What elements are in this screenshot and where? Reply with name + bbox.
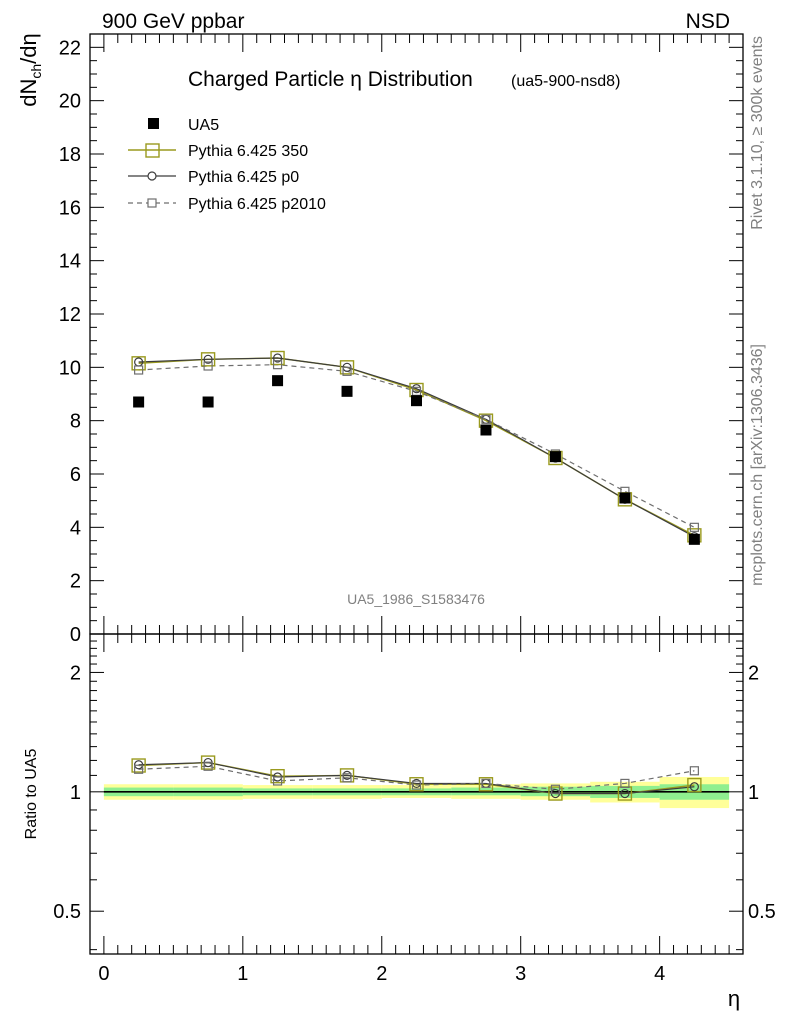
main-y-tick-label: 8	[70, 411, 81, 433]
main-y-tick-label: 2	[70, 571, 81, 593]
ratio-y-tick-label-right: 1	[748, 782, 759, 804]
main-plot-panel: 0 2 4 6 8 10 12 14 16 18 20 22 dNch/dη Charged Part…	[16, 33, 744, 646]
main-point-p2010	[134, 365, 144, 375]
main-point-pythia350	[270, 350, 285, 366]
main-point-ua5	[480, 424, 492, 436]
main-point-p0	[203, 354, 213, 364]
main-y-tick-label: 0	[70, 624, 81, 646]
main-point-pythia350	[339, 360, 355, 375]
ratio-point-p0	[689, 782, 699, 792]
x-tick-label: 1	[237, 963, 248, 985]
ratio-point-p2010	[550, 784, 561, 794]
ratio-point-pythia350	[687, 777, 702, 793]
main-line-p0	[138, 357, 695, 538]
main-point-ua5	[272, 375, 284, 387]
main-y-tick-label: 18	[59, 144, 81, 166]
x-tick-label: 0	[98, 963, 109, 985]
main-line-p2010	[138, 364, 695, 528]
main-axis-ticks: 0 2 4 6 8 10 12 14 16 18 20 22	[59, 33, 743, 646]
header-energy-label: 900 GeV ppbar	[102, 10, 244, 33]
legend-label-p2010: Pythia 6.425 p2010	[188, 196, 326, 213]
ratio-plot-frame	[89, 633, 744, 955]
x-tick-label: 2	[376, 963, 387, 985]
ratio-point-pythia350	[200, 755, 216, 770]
main-point-p2010	[203, 361, 213, 371]
main-point-ua5	[688, 533, 700, 545]
x-axis-label: η	[728, 986, 740, 1011]
mcplots-label: mcplots.cern.ch [arXiv:1306.3436]	[749, 344, 766, 586]
main-point-ua5	[133, 396, 145, 408]
main-y-axis-label: dNch/dη	[16, 33, 44, 107]
main-point-ua5	[549, 451, 561, 463]
ratio-line-p0	[138, 761, 695, 795]
main-y-tick-label: 22	[59, 37, 81, 59]
main-y-tick-label: 14	[59, 251, 81, 273]
ratio-point-p2010	[411, 780, 422, 790]
ratio-y-tick-label-right: 0.5	[748, 901, 776, 923]
legend-label-p0: Pythia 6.425 p0	[188, 169, 299, 186]
ratio-series-layer	[131, 755, 702, 801]
chart-subtitle: (ua5-900-nsd8)	[511, 73, 620, 90]
ratio-uncertainty-bands	[103, 776, 730, 809]
ratio-point-pythia350	[131, 758, 146, 773]
ratio-point-p2010	[134, 764, 144, 774]
main-point-p2010	[481, 414, 491, 424]
main-y-tick-label: 16	[59, 197, 81, 219]
legend: UA5 Pythia 6.425 350 Pythia 6.425 p0 Pyt…	[128, 117, 326, 213]
main-y-tick-label: 6	[70, 464, 81, 486]
legend-marker-ua5	[148, 118, 159, 129]
main-point-ua5	[411, 395, 422, 407]
ratio-y-tick-label-right: 2	[748, 662, 759, 684]
ratio-y-axis-label: Ratio to UA5	[23, 749, 40, 840]
legend-label-pythia350: Pythia 6.425 350	[188, 143, 308, 160]
main-series-layer	[131, 350, 702, 545]
ratio-axis-ticks: 0.5 0.5 1 1 2 2 0 1 2 3 4	[53, 634, 776, 985]
rivet-version-label: Rivet 3.1.10, ≥ 300k events	[749, 36, 766, 230]
main-point-p2010	[689, 522, 699, 532]
legend-label-ua5: UA5	[188, 117, 219, 134]
main-point-p2010	[342, 366, 352, 376]
main-point-p2010	[272, 360, 283, 370]
ratio-point-p2010	[342, 773, 352, 783]
main-y-tick-label: 4	[70, 517, 81, 539]
ratio-point-p2010	[620, 778, 630, 789]
ratio-point-pythia350	[548, 786, 563, 801]
ratio-point-p0	[620, 788, 630, 799]
analysis-watermark: UA5_1986_S1583476	[347, 591, 485, 607]
legend-marker-pythia350	[145, 143, 160, 158]
main-point-pythia350	[131, 356, 146, 371]
main-y-tick-label: 10	[59, 357, 81, 379]
x-tick-label: 3	[515, 963, 526, 985]
main-point-pythia350	[200, 352, 216, 367]
main-y-tick-label: 12	[59, 304, 81, 326]
main-point-ua5	[202, 396, 214, 408]
main-point-ua5	[341, 385, 353, 397]
legend-marker-p2010	[147, 198, 157, 208]
ratio-y-tick-label-left: 0.5	[53, 901, 81, 923]
ratio-y-tick-label-left: 2	[70, 662, 81, 684]
main-point-ua5	[619, 492, 631, 504]
x-tick-label: 4	[654, 963, 665, 985]
ratio-plot-panel: 0.5 0.5 1 1 2 2 0 1 2 3 4 Ratio to UA5 η	[23, 633, 776, 1011]
ratio-point-pythia350	[409, 777, 424, 792]
ratio-point-pythia350	[478, 777, 494, 792]
ratio-y-tick-label-left: 1	[70, 782, 81, 804]
ratio-point-pythia350	[270, 768, 285, 784]
ratio-point-p2010	[689, 766, 699, 776]
ratio-point-p2010	[203, 761, 213, 771]
ratio-point-p2010	[481, 778, 491, 789]
main-y-tick-label: 20	[59, 91, 81, 113]
legend-marker-p0	[147, 171, 157, 181]
ratio-line-p2010	[138, 765, 695, 790]
ratio-point-p2010	[272, 776, 283, 786]
header-process-label: NSD	[686, 10, 730, 33]
main-point-p0	[272, 353, 283, 363]
chart-title: Charged Particle η Distribution	[188, 68, 473, 91]
